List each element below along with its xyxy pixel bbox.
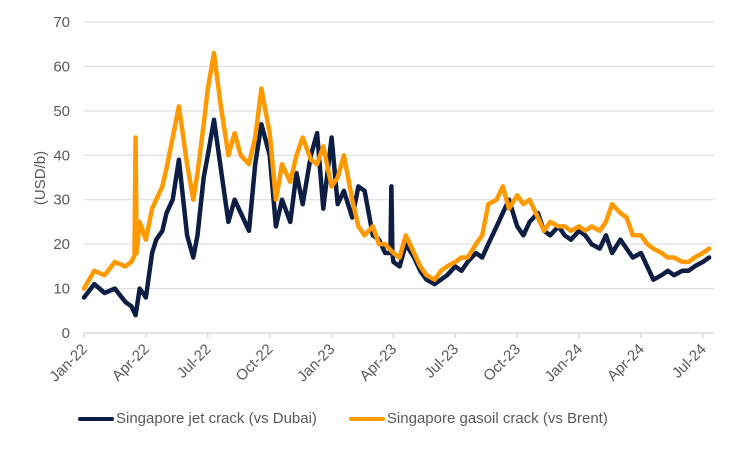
y-tick-label: 60 bbox=[53, 58, 70, 75]
x-tick-label: Jul-24 bbox=[669, 341, 710, 382]
x-tick-label: Jul-23 bbox=[421, 341, 462, 382]
x-tick-label: Apr-24 bbox=[604, 341, 648, 385]
x-tick-label: Jul-22 bbox=[174, 341, 215, 382]
x-tick-label: Oct-23 bbox=[480, 341, 524, 385]
y-tick-label: 50 bbox=[53, 103, 70, 120]
y-tick-label: 20 bbox=[53, 236, 70, 253]
legend-swatch-jet bbox=[78, 416, 114, 421]
x-tick-label: Apr-23 bbox=[356, 341, 400, 385]
legend-item-jet: Singapore jet crack (vs Dubai) bbox=[78, 410, 317, 427]
series-line-jet bbox=[81, 117, 712, 318]
y-tick-label: 0 bbox=[62, 325, 70, 342]
x-axis-ticks: Jan-22 Apr-22 Jul-22 Oct-22 Jan-23 Apr-23 Jul-… bbox=[46, 333, 710, 385]
x-tick-label: Oct-22 bbox=[233, 341, 277, 385]
legend-item-gasoil: Singapore gasoil crack (vs Brent) bbox=[348, 410, 608, 427]
y-tick-label: 70 bbox=[53, 14, 70, 31]
y-axis-ticks: 0 10 20 30 40 50 60 70 bbox=[53, 14, 70, 342]
legend: Singapore jet crack (vs Dubai) Singapore… bbox=[78, 410, 640, 427]
x-tick-label: Apr-22 bbox=[109, 341, 153, 385]
gridlines bbox=[84, 21, 714, 290]
y-tick-label: 30 bbox=[53, 192, 70, 209]
legend-swatch-gasoil bbox=[348, 416, 385, 421]
y-axis-label: (USD/b) bbox=[32, 151, 49, 205]
x-tick-label: Jan-23 bbox=[294, 341, 338, 385]
series-lines bbox=[81, 50, 712, 318]
y-tick-label: 10 bbox=[53, 281, 70, 298]
y-tick-label: 40 bbox=[53, 147, 70, 164]
x-tick-label: Jan-24 bbox=[541, 341, 585, 385]
x-tick-label: Jan-22 bbox=[46, 341, 90, 385]
legend-label-gasoil: Singapore gasoil crack (vs Brent) bbox=[386, 410, 608, 427]
series-line-gasoil bbox=[81, 50, 712, 291]
legend-label-jet: Singapore jet crack (vs Dubai) bbox=[116, 410, 317, 427]
